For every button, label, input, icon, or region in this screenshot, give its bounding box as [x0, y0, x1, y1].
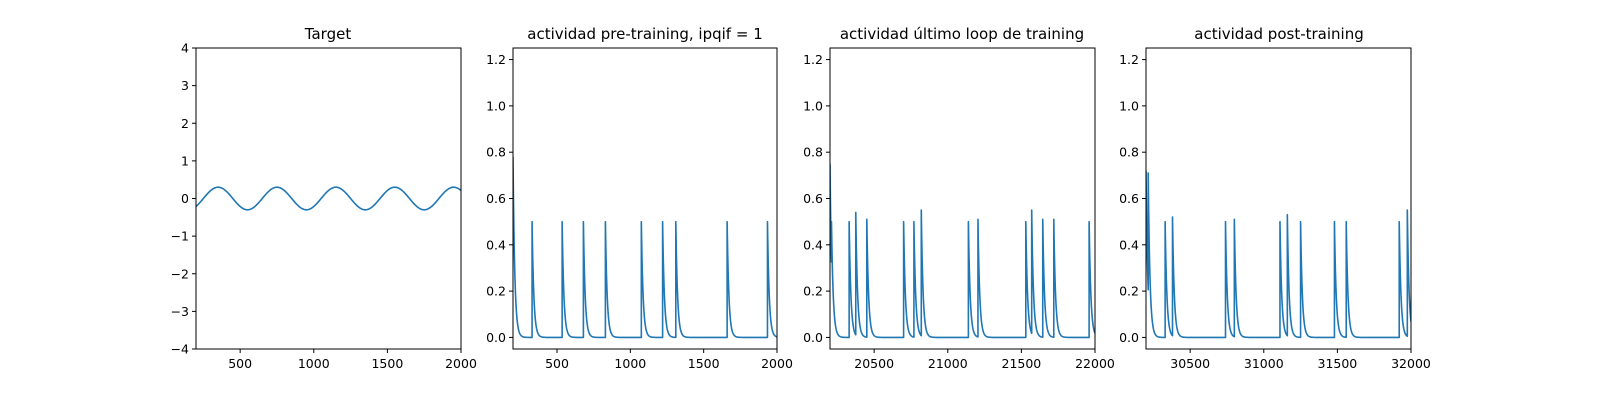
y-tick-label: 0.6 [1119, 191, 1139, 206]
x-tick-label: 2000 [445, 356, 477, 371]
subplot-pre-training: actividad pre-training, ipqif = 1 500 100… [486, 25, 793, 371]
y-tick-label: 4 [181, 41, 189, 56]
x-tick-label: 30500 [1170, 356, 1210, 371]
x-tick-label: 1500 [371, 356, 403, 371]
y-tick-label: 0.2 [1119, 284, 1139, 299]
subplot-title: Target [304, 25, 352, 43]
subplot-title: actividad post-training [1194, 25, 1363, 43]
y-tick-label: 0.0 [1119, 330, 1139, 345]
y-tick-label: 0.0 [486, 330, 506, 345]
subplot-last-training-loop: actividad último loop de training 20500 2… [803, 25, 1115, 371]
subplot-title: actividad último loop de training [840, 25, 1084, 43]
y-tick-label: 2 [181, 116, 189, 131]
y-tick-label: 0.2 [803, 284, 823, 299]
y-tick-label: 0.8 [1119, 145, 1139, 160]
y-tick-label: 1.2 [1119, 52, 1139, 67]
y-tick-label: 0.2 [486, 284, 506, 299]
x-tick-label: 1000 [614, 356, 646, 371]
y-tick-label: 1.2 [803, 52, 823, 67]
series-line [513, 156, 777, 339]
plot-area: 20500 21000 21500 22000 0.0 0.2 0.4 0.6 0.8 1.0 1.… [803, 47, 1115, 371]
x-tick-label: 500 [228, 356, 252, 371]
x-tick-label: 21500 [1002, 356, 1042, 371]
y-tick-label: 1.0 [486, 98, 506, 113]
x-tick-label: 31000 [1244, 356, 1284, 371]
x-tick-label: 20500 [854, 356, 894, 371]
x-tick-label: 32000 [1391, 356, 1431, 371]
y-tick-label: 0.4 [803, 237, 823, 252]
plot-area: 30500 31000 31500 32000 0.0 0.2 0.4 0.6 0.8 1.0 1.… [1119, 47, 1431, 371]
subplot-post-training: actividad post-training 30500 31000 31500 3… [1119, 25, 1431, 371]
y-tick-label: 1 [181, 153, 189, 168]
y-tick-label: 0.6 [486, 191, 506, 206]
plot-area: 500 1000 1500 2000 0.0 0.2 0.4 0.6 0.8 1.0 1.2 [486, 47, 793, 371]
x-tick-label: 1500 [688, 356, 720, 371]
subplot-target: Target 500 1000 1500 2000 −4 −3 −2 −1 0 1 2 3 4 [171, 25, 477, 371]
y-tick-label: 0 [181, 191, 189, 206]
x-tick-label: 22000 [1075, 356, 1115, 371]
y-tick-label: −2 [171, 266, 189, 281]
x-tick-label: 1000 [298, 356, 330, 371]
subplot-title: actividad pre-training, ipqif = 1 [527, 25, 763, 43]
y-tick-label: 0.8 [486, 145, 506, 160]
x-tick-label: 31500 [1318, 356, 1358, 371]
y-tick-label: 0.6 [803, 191, 823, 206]
y-tick-label: 1.0 [1119, 98, 1139, 113]
plot-area: 500 1000 1500 2000 −4 −3 −2 −1 0 1 2 3 4 [171, 41, 477, 372]
x-tick-label: 500 [545, 356, 569, 371]
series-line [830, 163, 1095, 339]
y-tick-label: 1.0 [803, 98, 823, 113]
y-tick-label: −3 [171, 304, 189, 319]
y-tick-label: 0.8 [803, 145, 823, 160]
y-tick-label: 0.4 [486, 237, 506, 252]
y-tick-label: −1 [171, 229, 189, 244]
x-tick-label: 2000 [761, 356, 793, 371]
y-tick-label: −4 [171, 342, 189, 357]
y-tick-label: 0.4 [1119, 237, 1139, 252]
x-tick-label: 21000 [928, 356, 968, 371]
y-tick-label: 1.2 [486, 52, 506, 67]
y-tick-label: 3 [181, 78, 189, 93]
series-line [1146, 170, 1411, 339]
series-line [196, 186, 461, 211]
y-tick-label: 0.0 [803, 330, 823, 345]
